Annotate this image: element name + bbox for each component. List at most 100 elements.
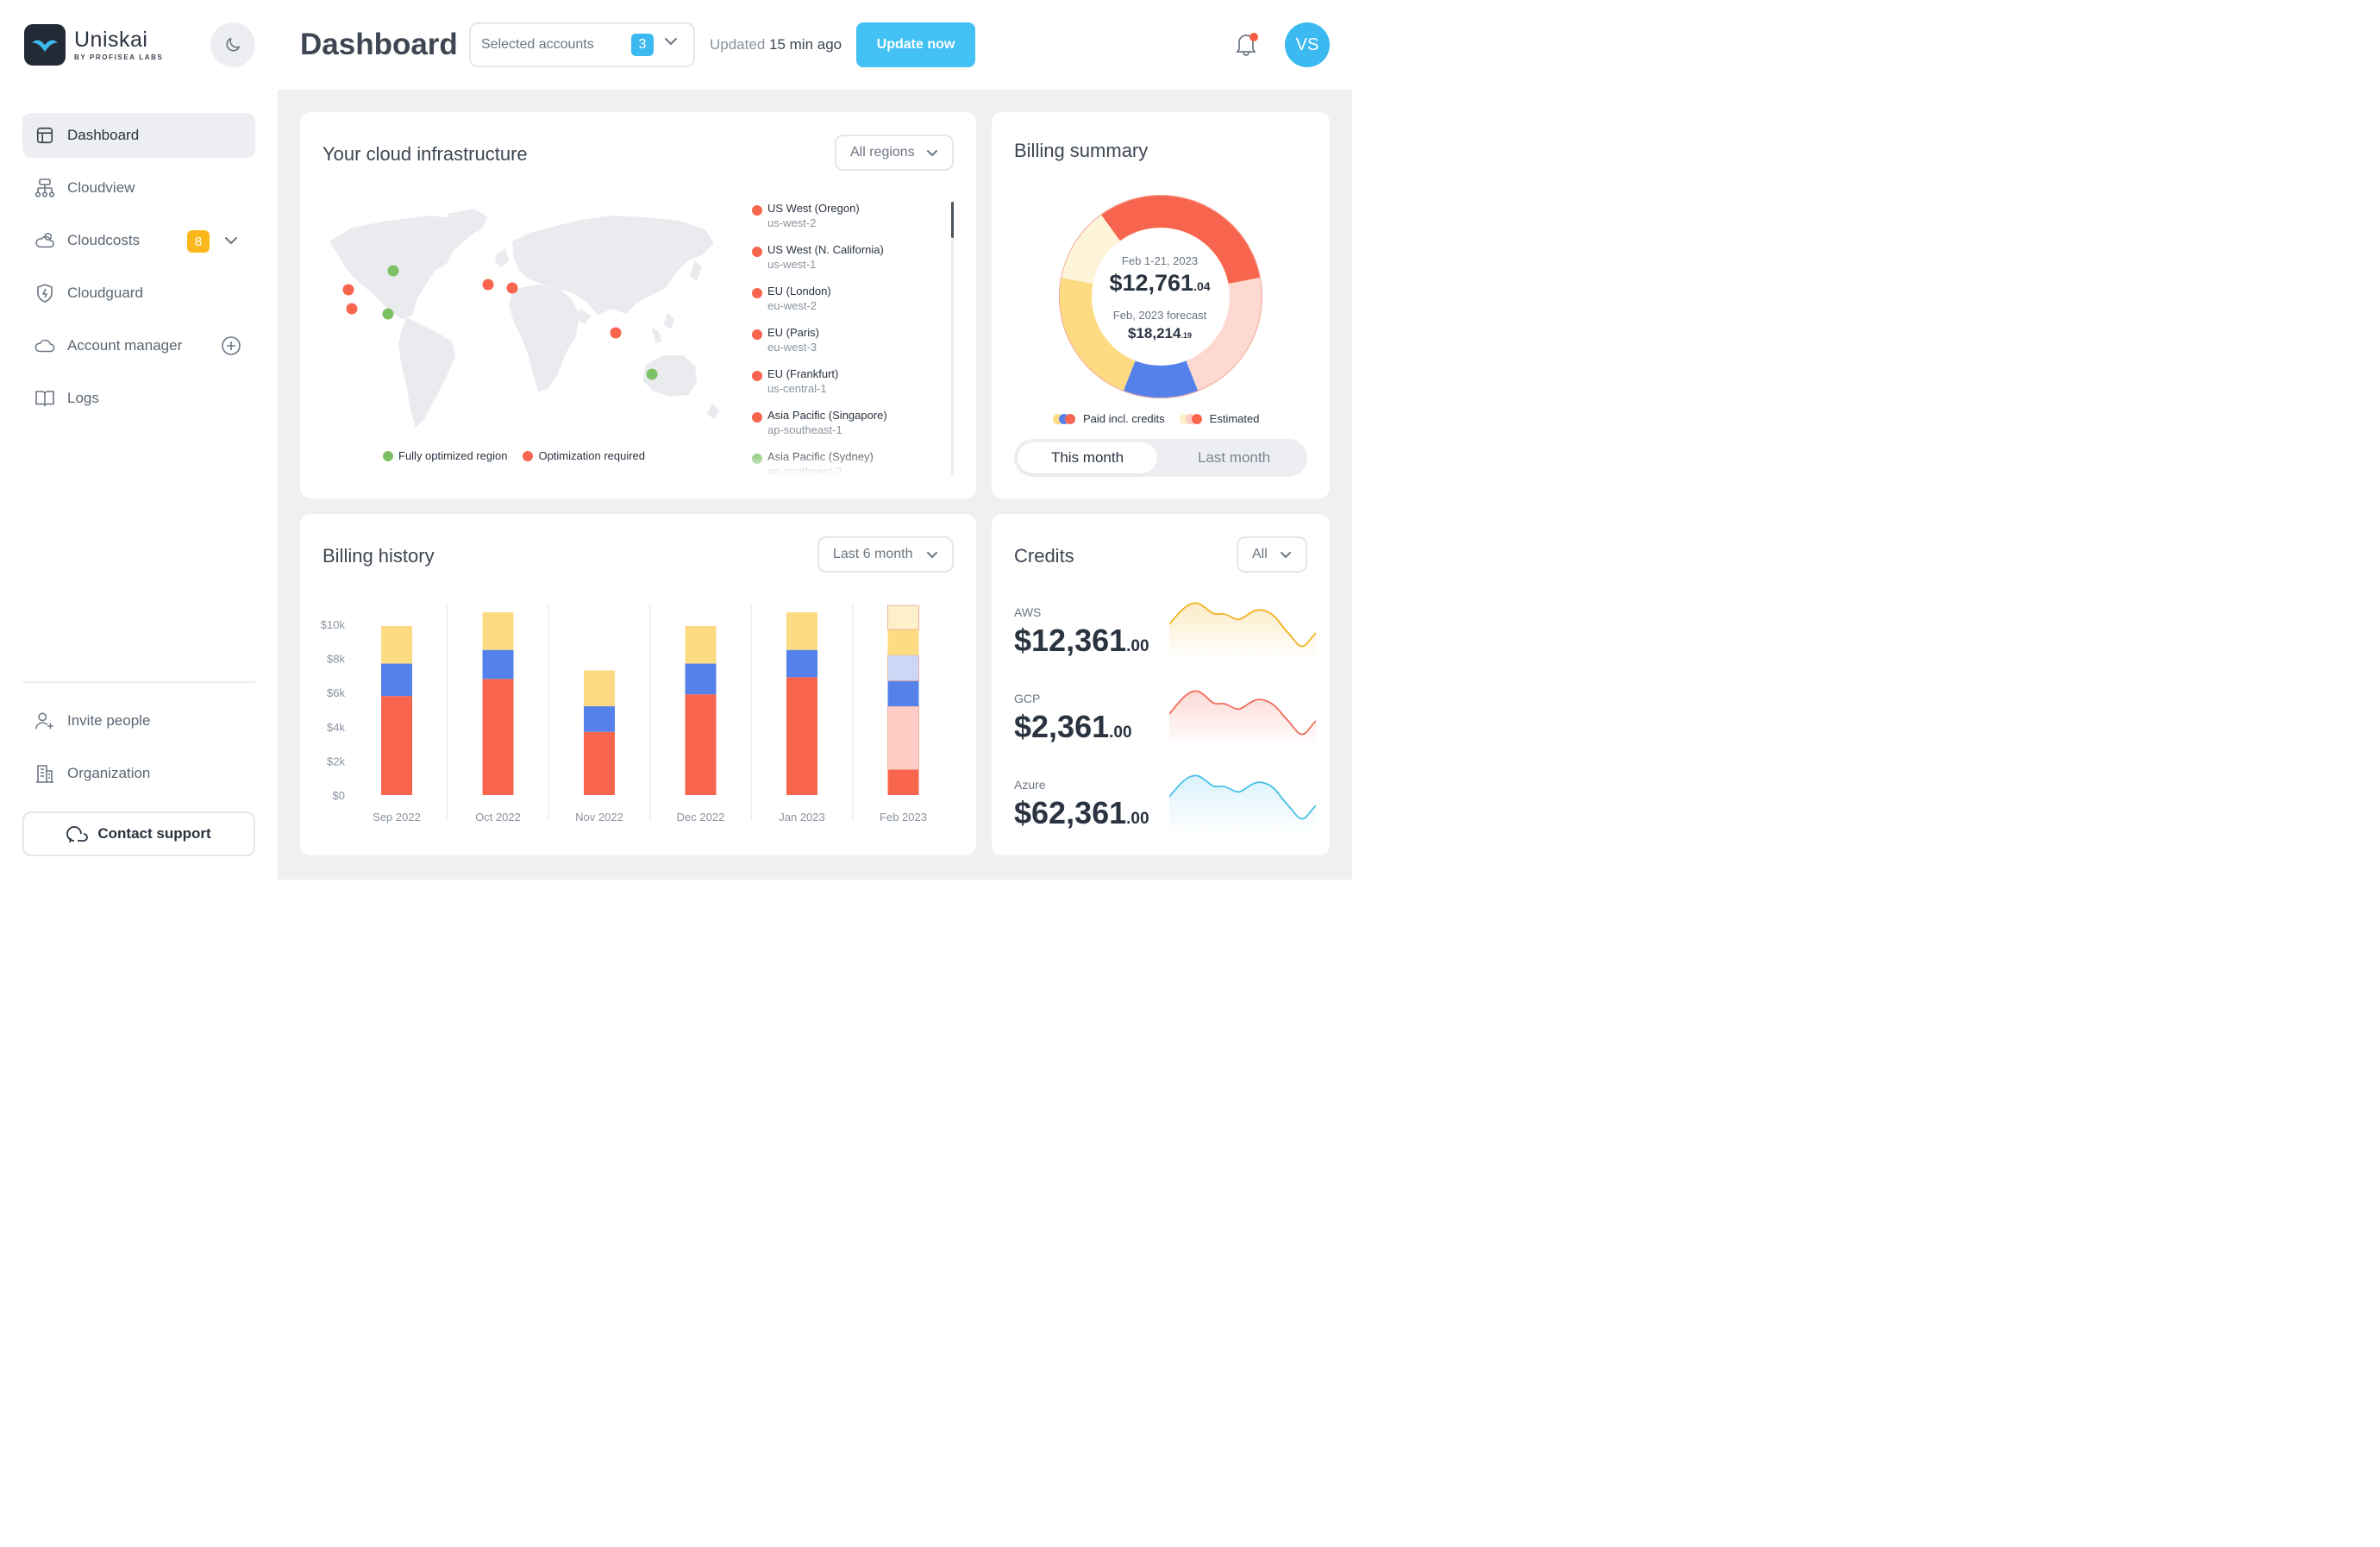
credit-row-azure: Azure $62,361.00 [1014, 774, 1316, 847]
main-nav: Dashboard Cloudview Cloudcosts 8 Cloudgu… [22, 113, 255, 429]
nav-item-logs[interactable]: Logs [22, 376, 255, 421]
azure-sparkline [1169, 774, 1316, 833]
map-marker-eu-west-2[interactable] [482, 279, 494, 291]
credits-filter-dropdown[interactable]: All [1237, 536, 1307, 573]
nav-item-invite-people[interactable]: Invite people [22, 698, 255, 743]
top-header: Dashboard Selected accounts 3 Updated 15… [278, 0, 1352, 90]
region-item[interactable]: EU (Paris) eu-west-3 [752, 326, 959, 367]
donut-segment[interactable] [1160, 195, 1261, 285]
donut-segment[interactable] [1061, 214, 1121, 285]
bar-segment[interactable] [887, 629, 919, 655]
legend-req-label: Optimization required [538, 449, 646, 462]
scrollbar-thumb[interactable] [951, 202, 954, 238]
donut-segment[interactable] [1059, 277, 1137, 391]
contact-support-button[interactable]: Contact support [22, 811, 255, 856]
bar-segment[interactable] [887, 654, 919, 681]
add-circle-icon[interactable] [221, 335, 241, 356]
bar-segment[interactable] [381, 696, 412, 795]
map-marker-ap-southeast-1[interactable] [610, 327, 622, 339]
bar-segment[interactable] [381, 625, 412, 664]
bar-segment[interactable] [887, 604, 919, 630]
tab-this-month[interactable]: This month [1018, 442, 1157, 473]
chat-bubble-icon [66, 824, 89, 844]
aws-sparkline [1169, 602, 1316, 661]
billing-summary-card: Billing summary Feb 1-21, 2023 $12,761.0… [992, 112, 1330, 498]
donut-amount-main: $12,761 [1109, 270, 1194, 296]
bar-segment[interactable] [381, 663, 412, 697]
region-item[interactable]: US West (Oregon) us-west-2 [752, 202, 959, 243]
bar-segment[interactable] [786, 612, 817, 650]
region-item[interactable]: EU (Frankfurt) us-central-1 [752, 367, 959, 409]
bar-segment[interactable] [685, 694, 717, 795]
legend-ok-label: Fully optimized region [398, 449, 508, 462]
chevron-down-icon[interactable] [221, 230, 241, 251]
gcp-sparkline [1169, 690, 1316, 747]
donut-segment[interactable] [1185, 277, 1262, 391]
bar-segment[interactable] [786, 677, 817, 795]
cloud-coins-icon [34, 230, 55, 251]
dropdown-value: All [1252, 547, 1268, 561]
accounts-select-label: Selected accounts [481, 37, 594, 52]
nav-item-account-manager[interactable]: Account manager [22, 323, 255, 368]
nav-item-cloudcosts[interactable]: Cloudcosts 8 [22, 218, 255, 263]
x-tick-label: Jan 2023 [779, 811, 825, 824]
donut-amount-cents: .04 [1193, 279, 1211, 293]
bar-segment[interactable] [786, 649, 817, 678]
moon-icon [226, 37, 241, 52]
region-list[interactable]: US West (Oregon) us-west-2 US West (N. Cal… [752, 202, 959, 476]
map-marker-eu-west-3[interactable] [506, 282, 518, 294]
accounts-select[interactable]: Selected accounts 3 [469, 22, 695, 67]
world-map [329, 209, 719, 428]
bar-segment[interactable] [482, 612, 514, 650]
bell-icon[interactable] [1235, 32, 1257, 60]
card-title: Credits [1014, 545, 1074, 567]
nav-item-dashboard[interactable]: Dashboard [22, 113, 255, 158]
user-plus-icon [34, 711, 55, 731]
notification-dot [1250, 33, 1258, 41]
region-item[interactable]: Asia Pacific (Singapore) ap-southeast-1 [752, 409, 959, 450]
bar-segment[interactable] [685, 625, 717, 664]
region-item[interactable]: EU (London) eu-west-2 [752, 285, 959, 326]
bar-segment[interactable] [482, 679, 514, 795]
theme-toggle-button[interactable] [210, 22, 255, 67]
period-dropdown[interactable]: Last 6 month [817, 536, 954, 573]
credit-value-main: $62,361 [1014, 795, 1127, 830]
accounts-count-badge: 3 [631, 34, 654, 56]
donut-segment[interactable] [1100, 195, 1162, 241]
donut-amount: $12,761.04 [992, 270, 1328, 297]
bar-segment[interactable] [685, 663, 717, 695]
bar-segment[interactable] [584, 731, 615, 795]
x-tick-label: Nov 2022 [575, 811, 623, 824]
map-marker-us-east[interactable] [382, 308, 394, 320]
bar-segment[interactable] [584, 706, 615, 732]
card-title: Billing summary [1014, 140, 1149, 161]
map-marker-ap-southeast-2[interactable] [646, 368, 658, 380]
bar-segment[interactable] [584, 670, 615, 707]
bar-segment[interactable] [887, 680, 919, 707]
region-list-scrollbar[interactable] [951, 202, 954, 476]
brand-name: Uniskai [74, 27, 148, 52]
donut-segment[interactable] [1123, 360, 1199, 398]
chevron-down-icon [926, 147, 938, 162]
billing-summary-legend: Paid incl. credits Estimated [1052, 412, 1259, 425]
region-item[interactable]: US West (N. California) us-west-1 [752, 243, 959, 285]
donut-outline [1059, 195, 1262, 398]
card-title: Your cloud infrastructure [323, 143, 528, 165]
nav-item-cloudguard[interactable]: Cloudguard [22, 271, 255, 316]
update-now-button[interactable]: Update now [856, 22, 975, 67]
tab-last-month[interactable]: Last month [1197, 449, 1271, 466]
donut-period: Feb 1-21, 2023 [1121, 254, 1199, 267]
bar-segment[interactable] [482, 649, 514, 680]
avatar[interactable]: VS [1285, 22, 1330, 67]
region-status-dot [752, 247, 762, 257]
regions-dropdown[interactable]: All regions [835, 135, 954, 171]
map-marker-ca-central[interactable] [387, 265, 399, 277]
nav-item-cloudview[interactable]: Cloudview [22, 166, 255, 210]
map-marker-us-west-1[interactable] [346, 303, 358, 315]
map-marker-us-west-2[interactable] [342, 284, 354, 296]
nav-item-organization[interactable]: Organization [22, 751, 255, 796]
bar-segment[interactable] [887, 705, 919, 770]
nav-label: Account manager [67, 337, 183, 354]
bar-segment[interactable] [887, 769, 919, 795]
brand-logo[interactable]: Uniskai BY PROFISEA LABS [24, 24, 163, 66]
